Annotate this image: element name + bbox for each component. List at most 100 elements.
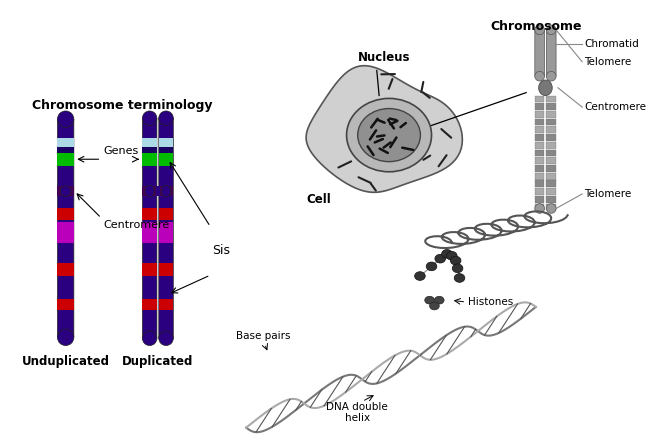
Text: Duplicated: Duplicated: [122, 355, 194, 368]
Bar: [546, 173, 556, 179]
Ellipse shape: [546, 204, 556, 213]
Text: Telomere: Telomere: [584, 189, 631, 199]
Bar: [143, 186, 157, 196]
Bar: [546, 134, 556, 141]
Ellipse shape: [535, 204, 545, 213]
Ellipse shape: [447, 252, 457, 260]
Ellipse shape: [145, 185, 154, 197]
Bar: [535, 188, 545, 195]
Bar: [58, 153, 74, 166]
Polygon shape: [306, 66, 462, 192]
Ellipse shape: [434, 296, 444, 304]
Bar: [535, 96, 545, 102]
Ellipse shape: [58, 329, 74, 346]
Bar: [546, 142, 556, 148]
Bar: [535, 111, 545, 118]
Ellipse shape: [451, 256, 461, 265]
Bar: [546, 204, 556, 210]
Bar: [535, 119, 545, 125]
Bar: [159, 207, 173, 220]
Bar: [143, 138, 157, 147]
Text: Sis: Sis: [213, 245, 230, 257]
Ellipse shape: [143, 331, 157, 346]
Bar: [546, 150, 556, 156]
FancyBboxPatch shape: [546, 30, 556, 76]
Bar: [535, 157, 545, 164]
Ellipse shape: [546, 25, 556, 35]
Text: Telomere: Telomere: [584, 57, 631, 67]
Bar: [58, 186, 74, 196]
Bar: [143, 299, 157, 310]
Bar: [159, 299, 173, 310]
Ellipse shape: [159, 111, 173, 125]
Bar: [535, 173, 545, 179]
Ellipse shape: [426, 262, 437, 271]
Ellipse shape: [441, 249, 453, 258]
Bar: [535, 142, 545, 148]
Bar: [58, 207, 74, 220]
Bar: [58, 264, 74, 276]
FancyBboxPatch shape: [143, 118, 157, 338]
Ellipse shape: [535, 71, 545, 81]
Bar: [546, 180, 556, 187]
Bar: [535, 126, 545, 133]
Ellipse shape: [453, 264, 463, 272]
Bar: [546, 119, 556, 125]
Bar: [143, 147, 157, 153]
Text: Centromere: Centromere: [103, 220, 169, 230]
Bar: [143, 264, 157, 276]
Bar: [546, 126, 556, 133]
Bar: [58, 147, 74, 153]
Text: Histones: Histones: [468, 297, 513, 307]
Bar: [546, 111, 556, 118]
Bar: [159, 147, 173, 153]
Ellipse shape: [435, 254, 445, 263]
Bar: [546, 103, 556, 110]
Text: Cell: Cell: [306, 193, 331, 206]
Text: Base pairs: Base pairs: [236, 331, 291, 341]
Ellipse shape: [546, 71, 556, 81]
FancyBboxPatch shape: [58, 119, 74, 338]
Bar: [535, 180, 545, 187]
Bar: [546, 188, 556, 195]
Text: DNA double
helix: DNA double helix: [326, 401, 388, 423]
Bar: [535, 134, 545, 141]
Text: Unduplicated: Unduplicated: [22, 355, 110, 368]
Text: Genes: Genes: [103, 146, 139, 156]
Bar: [535, 165, 545, 172]
Bar: [535, 196, 545, 203]
Bar: [156, 186, 160, 196]
Bar: [159, 186, 173, 196]
Bar: [535, 150, 545, 156]
Ellipse shape: [58, 111, 74, 128]
Ellipse shape: [415, 272, 425, 280]
Bar: [159, 138, 173, 147]
Bar: [546, 165, 556, 172]
Ellipse shape: [424, 296, 434, 304]
Ellipse shape: [455, 274, 465, 282]
Bar: [58, 299, 74, 310]
Text: Chromosome terminology: Chromosome terminology: [32, 99, 213, 113]
Bar: [143, 207, 157, 220]
Text: Centromere: Centromere: [584, 102, 646, 112]
Ellipse shape: [430, 302, 439, 310]
Ellipse shape: [162, 185, 171, 197]
Bar: [546, 157, 556, 164]
Text: Chromatid: Chromatid: [584, 39, 639, 49]
Bar: [546, 96, 556, 102]
Bar: [159, 264, 173, 276]
Bar: [546, 196, 556, 203]
Text: Nucleus: Nucleus: [358, 51, 411, 64]
Bar: [535, 103, 545, 110]
Bar: [143, 153, 157, 166]
Bar: [159, 153, 173, 166]
FancyBboxPatch shape: [159, 118, 173, 338]
Text: Chromosome: Chromosome: [490, 20, 582, 33]
Ellipse shape: [535, 25, 545, 35]
Ellipse shape: [539, 80, 552, 96]
Ellipse shape: [60, 186, 71, 196]
Bar: [58, 222, 74, 243]
Ellipse shape: [159, 331, 173, 346]
Bar: [58, 138, 74, 147]
Bar: [159, 222, 173, 243]
